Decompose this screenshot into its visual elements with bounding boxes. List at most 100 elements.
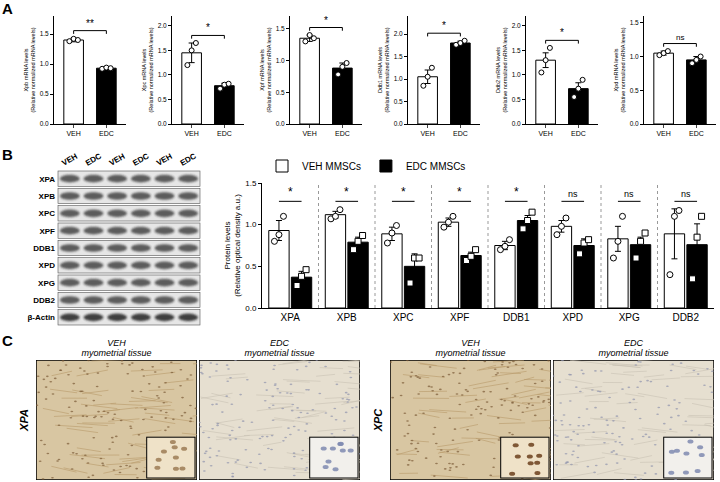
svg-text:1.0: 1.0 [512,71,521,78]
svg-text:XPD: XPD [562,312,583,323]
svg-text:DDB1: DDB1 [33,244,55,253]
svg-text:XPF: XPF [450,312,469,323]
svg-text:1.0: 1.0 [245,220,257,229]
svg-text:0.5: 0.5 [40,90,49,97]
html-text:VEH: VEH [461,338,480,348]
svg-text:ns: ns [624,189,634,199]
svg-text:0.0: 0.0 [394,120,403,127]
svg-text:0.5: 0.5 [512,96,521,103]
svg-text:EDC: EDC [131,151,150,167]
svg-text:VEH: VEH [108,152,127,168]
svg-text:1.5: 1.5 [245,179,257,188]
html-text:myometrial tissue: myometrial tissue [244,348,315,358]
svg-text:XPG: XPG [619,312,640,323]
svg-text:Xpb mRNA levels(Relative norma: Xpb mRNA levels(Relative normalized mRNA… [23,27,36,112]
html-text:B: B [2,146,13,163]
svg-text:XPB: XPB [39,192,56,201]
svg-text:XPB: XPB [337,312,357,323]
svg-text:1.0: 1.0 [630,53,639,60]
svg-text:Xpd mRNA levels(Relative norma: Xpd mRNA levels(Relative normalized mRNA… [613,27,626,112]
svg-text:0.0: 0.0 [630,120,639,127]
svg-text:VEH MMSCs: VEH MMSCs [302,161,361,172]
svg-text:EDC: EDC [179,151,198,167]
svg-text:**: ** [86,18,94,29]
svg-text:VEH: VEH [184,130,198,137]
svg-text:DDB2: DDB2 [672,312,699,323]
svg-text:1.5: 1.5 [630,19,639,26]
svg-text:0.0: 0.0 [276,120,285,127]
svg-text:EDC: EDC [99,130,114,137]
svg-text:Xpc mRNA levels(Relative norma: Xpc mRNA levels(Relative normalized mRNA… [141,27,154,112]
svg-text:β-Actin: β-Actin [27,313,55,322]
svg-text:*: * [560,27,564,38]
svg-text:XPA: XPA [39,175,55,184]
svg-text:*: * [457,185,462,199]
svg-text:0.5: 0.5 [394,98,403,105]
svg-text:1.0: 1.0 [40,60,49,67]
html-text:C: C [2,332,13,349]
svg-text:ns: ns [681,189,691,199]
svg-text:EDC: EDC [571,130,586,137]
svg-text:XPD: XPD [39,261,56,270]
svg-text:EDC MMSCs: EDC MMSCs [406,161,465,172]
svg-text:XPF: XPF [39,227,55,236]
svg-text:Protein levels(Relative optica: Protein levels(Relative optical density … [223,194,242,297]
svg-text:VEH: VEH [656,130,670,137]
svg-text:*: * [324,15,328,26]
svg-text:2.0: 2.0 [394,30,403,37]
svg-text:0.5: 0.5 [158,96,167,103]
html-text:EDC: EDC [270,338,289,348]
svg-text:XPA: XPA [281,312,301,323]
svg-text:2.0: 2.0 [512,22,521,29]
svg-text:0.5: 0.5 [276,89,285,96]
svg-text:ns: ns [676,33,684,42]
svg-text:1.5: 1.5 [158,47,167,54]
svg-text:EDC: EDC [84,151,103,167]
svg-text:*: * [344,185,349,199]
svg-text:1.0: 1.0 [276,57,285,64]
svg-text:XPG: XPG [38,279,55,288]
html-text:A: A [2,0,13,17]
svg-text:1.5: 1.5 [394,53,403,60]
svg-text:EDC: EDC [335,130,350,137]
svg-text:Xpf mRNA levels(Relative norma: Xpf mRNA levels(Relative normalized mRNA… [259,27,272,112]
svg-text:VEH: VEH [420,130,434,137]
svg-text:1.5: 1.5 [276,25,285,32]
svg-text:XPC: XPC [39,209,56,218]
svg-text:2.0: 2.0 [158,22,167,29]
svg-text:0.0: 0.0 [512,120,521,127]
svg-text:1.0: 1.0 [394,75,403,82]
svg-text:*: * [206,22,210,33]
svg-text:DDB2: DDB2 [33,296,55,305]
html-text:XPC: XPC [372,408,384,432]
html-text:XPA: XPA [18,409,30,431]
svg-text:*: * [288,185,293,199]
svg-text:1.5: 1.5 [40,30,49,37]
svg-text:0.5: 0.5 [630,87,639,94]
svg-text:0.0: 0.0 [245,304,257,313]
svg-text:Ddb2 mRNA levels(Relative norm: Ddb2 mRNA levels(Relative normalized mRN… [495,27,508,112]
svg-text:*: * [514,185,519,199]
svg-text:EDC: EDC [217,130,232,137]
svg-text:VEH: VEH [66,130,80,137]
svg-text:VEH: VEH [60,152,79,168]
svg-text:Ddb1 mRNA levels(Relative norm: Ddb1 mRNA levels(Relative normalized mRN… [377,27,390,112]
svg-text:ns: ns [568,189,578,199]
svg-text:VEH: VEH [538,130,552,137]
svg-text:EDC: EDC [689,130,704,137]
html-text:myometrial tissue: myometrial tissue [435,348,506,358]
svg-text:0.0: 0.0 [40,120,49,127]
html-text:VEH: VEH [107,338,126,348]
svg-text:XPC: XPC [393,312,414,323]
svg-text:*: * [401,185,406,199]
svg-text:*: * [442,20,446,31]
svg-text:DDB1: DDB1 [503,312,530,323]
svg-text:0.0: 0.0 [158,120,167,127]
svg-text:1.0: 1.0 [158,71,167,78]
svg-text:VEH: VEH [155,152,174,168]
svg-text:VEH: VEH [302,130,316,137]
html-text:myometrial tissue: myometrial tissue [81,348,152,358]
svg-text:0.5: 0.5 [245,262,257,271]
svg-text:EDC: EDC [453,130,468,137]
svg-text:1.5: 1.5 [512,47,521,54]
